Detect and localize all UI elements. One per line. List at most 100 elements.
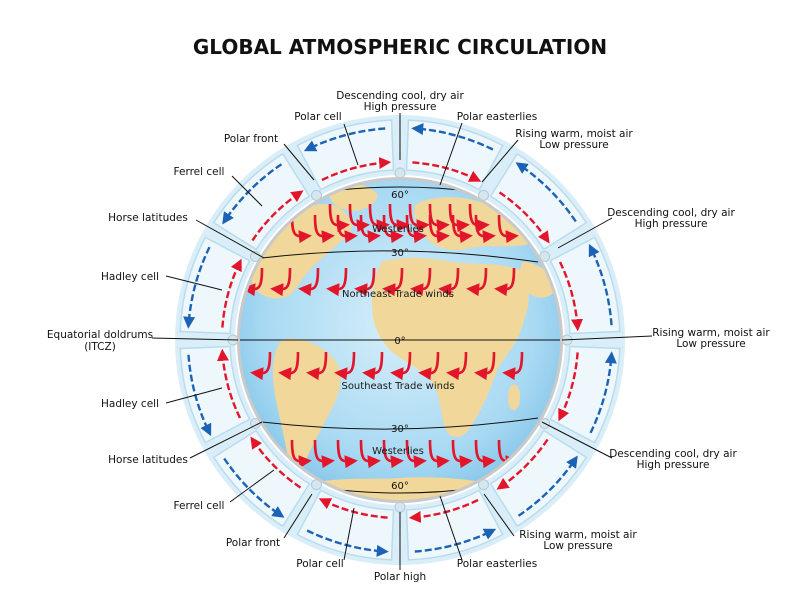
- label-rising-top-right-1: Rising warm, moist air: [515, 128, 633, 140]
- label-polar-easterlies-top: Polar easterlies: [457, 111, 537, 123]
- label-polar-front-bottom: Polar front: [226, 537, 280, 549]
- external-labels: Descending cool, dry air High pressure P…: [47, 90, 771, 583]
- leader-polar-front-bottom: [283, 493, 313, 539]
- leader-horse-latitudes-bottom: [189, 421, 263, 459]
- se-trade-arrow-4: [362, 351, 384, 381]
- westerly-south-arrow-1: [313, 439, 335, 469]
- label-rising-right-mid-1: Rising warm, moist air: [652, 327, 770, 339]
- hadley-cell-se-upper-flow: [589, 351, 617, 434]
- leader-ferrel-cell-bottom: [229, 469, 275, 503]
- label-top-descending-2: High pressure: [364, 101, 437, 113]
- polar-easterly-arrow-4: [408, 203, 430, 233]
- polar-cell-se-upper-flow: [414, 528, 497, 553]
- label-polar-front-top: Polar front: [224, 133, 278, 145]
- hadley-cell-ne-upper-flow: [588, 243, 613, 326]
- westerly-north-arrow-5: [405, 214, 427, 244]
- ne-trade-arrow-9: [494, 267, 516, 297]
- hadley-cell-sw: [179, 345, 251, 444]
- polar-cell-ne-upper-flow: [411, 123, 494, 151]
- wind-label-south-westerlies: Westerlies: [372, 446, 424, 457]
- landmass-madagascar: [508, 384, 521, 411]
- polar-cell-nw: [296, 119, 395, 191]
- hadley-cell-nw-lower-flow: [221, 258, 242, 328]
- polar-easterly-arrow-5: [428, 203, 450, 233]
- ne-trade-arrow-0: [242, 267, 264, 297]
- boundary-node-3: [394, 167, 406, 179]
- ne-trade-arrow-6: [410, 267, 432, 297]
- leader-descending-right-top: [557, 217, 613, 249]
- westerly-north-arrow-6: [428, 214, 450, 244]
- ferrel-cell-sw-upper-flow: [223, 457, 285, 518]
- wind-label-southeast-trades: Southeast Trade winds: [341, 381, 454, 392]
- ferrel-cell-nw-upper-flow: [222, 163, 283, 225]
- polar-cell-se-lower-flow: [408, 498, 479, 523]
- westerly-south-arrow-6: [428, 439, 450, 469]
- lat-label-north30: 30°: [391, 248, 409, 259]
- se-trade-arrow-8: [474, 351, 496, 381]
- lat-label-equator: 0°: [394, 336, 405, 347]
- ferrel-cell-nw: [212, 152, 311, 251]
- leader-rising-top-right: [481, 139, 519, 183]
- polar-cell-nw-upper-flow: [303, 127, 386, 152]
- polar-easterly-arrow-7: [468, 203, 490, 233]
- leader-polar-cell-top: [343, 123, 359, 166]
- label-descending-right-bottom-2: High pressure: [637, 459, 710, 471]
- label-ferrel-cell-bottom: Ferrel cell: [174, 500, 225, 512]
- westerly-south-arrow-0: [290, 439, 312, 469]
- ne-trade-arrow-2: [298, 267, 320, 297]
- ne-trade-arrow-1: [270, 267, 292, 297]
- ferrel-cell-sw: [212, 429, 311, 528]
- label-rising-top-right-2: Low pressure: [539, 139, 608, 151]
- globe: 60° 30° 0° 30° 60° Westerlies Northeast …: [237, 177, 563, 503]
- se-trade-arrow-2: [306, 351, 328, 381]
- ne-trade-arrow-4: [354, 267, 376, 297]
- leader-lines: [151, 113, 653, 570]
- lat-label-south30: 30°: [391, 424, 409, 435]
- ferrel-cell-ne-lower-flow: [498, 191, 550, 244]
- label-descending-right-top-1: Descending cool, dry air: [607, 207, 735, 219]
- leader-hadley-cell-bottom: [165, 387, 223, 404]
- label-equatorial-doldrums-1: Equatorial doldrums: [47, 329, 153, 341]
- label-descending-right-bottom-1: Descending cool, dry air: [609, 448, 737, 460]
- leader-polar-cell-bottom: [343, 507, 355, 561]
- label-polar-easterlies-bottom: Polar easterlies: [457, 558, 537, 570]
- hadley-cell-ne-lower-flow: [558, 261, 583, 332]
- westerly-south-arrow-2: [336, 439, 358, 469]
- westerly-south-arrow-4: [382, 439, 404, 469]
- leader-polar-front-top: [283, 143, 315, 181]
- ferrel-cell-nw-lower-flow: [251, 190, 304, 242]
- ferrel-cell-se-lower-flow: [496, 438, 549, 490]
- polar-cell-sw-lower-flow: [318, 498, 388, 519]
- label-polar-cell-bottom: Polar cell: [296, 558, 343, 570]
- hadley-cell-nw-upper-flow: [183, 246, 211, 329]
- lat-north30-line: [261, 250, 539, 263]
- ferrel-cell-ne: [489, 152, 588, 251]
- westerly-north-arrow-7: [451, 214, 473, 244]
- ne-trade-arrow-5: [382, 267, 404, 297]
- leader-ferrel-cell-top: [231, 175, 263, 207]
- hadley-cell-se-lower-flow: [558, 352, 579, 422]
- westerly-north-arrow-4: [382, 214, 404, 244]
- ne-trade-arrow-3: [326, 267, 348, 297]
- polar-easterly-arrow-3: [388, 203, 410, 233]
- ferrel-cell-ne-upper-flow: [515, 162, 577, 223]
- ne-trade-arrow-7: [438, 267, 460, 297]
- se-trade-arrow-1: [278, 351, 300, 381]
- westerly-north-arrow-3: [359, 214, 381, 244]
- se-trade-arrow-7: [446, 351, 468, 381]
- leader-rising-right-mid: [561, 335, 653, 341]
- ferrel-cell-se-upper-flow: [517, 455, 578, 517]
- wind-label-north-westerlies: Westerlies: [372, 224, 424, 235]
- westerly-south-arrow-8: [474, 439, 496, 469]
- landmass-arabia: [520, 262, 556, 298]
- se-trade-arrow-9: [502, 351, 524, 381]
- westerly-north-arrow-2: [336, 214, 358, 244]
- label-rising-right-mid-2: Low pressure: [676, 338, 745, 350]
- label-hadley-cell-bottom: Hadley cell: [101, 398, 159, 410]
- landmass-africa: [372, 257, 529, 437]
- polar-easterly-arrow-2: [368, 203, 390, 233]
- diagram-title: GLOBAL ATMOSPHERIC CIRCULATION: [193, 35, 607, 59]
- se-trade-arrow-0: [250, 351, 272, 381]
- hadley-cell-sw-lower-flow: [217, 348, 242, 419]
- leader-hadley-cell-top: [165, 275, 223, 291]
